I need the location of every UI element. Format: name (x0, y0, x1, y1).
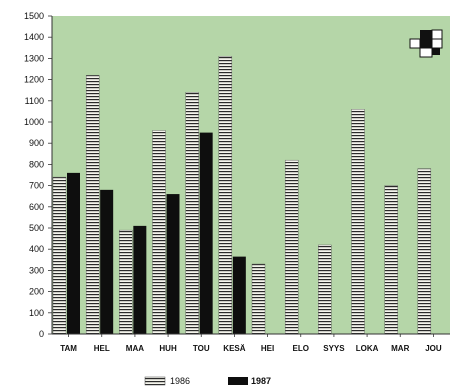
y-axis: 0 100 200 300 400 500 600 700 800 900 1000 1100 1200… (24, 11, 53, 339)
y-tick-label: 600 (29, 202, 44, 212)
bar-1987-MAA (133, 225, 147, 334)
bar-1986-HEL (85, 75, 100, 335)
bar-1987-TAM (67, 172, 80, 334)
x-tick-label: HEL (94, 344, 110, 353)
y-tick-label: 1000 (24, 117, 44, 127)
y-tick-label: 300 (29, 265, 44, 275)
legend-swatch-1986 (144, 376, 166, 386)
x-tick-label: JOU (425, 344, 442, 353)
bar-1986-TOU (185, 92, 199, 335)
logo-icon (409, 29, 443, 58)
x-tick-label: MAA (126, 344, 144, 353)
x-tick-label: HEI (261, 344, 274, 353)
y-tick-label: 800 (29, 159, 44, 169)
bar-1987-HUH (166, 194, 180, 334)
x-tick-label: KESÄ (223, 344, 245, 353)
y-tick-label: 700 (29, 181, 44, 191)
x-tick-label: TOU (193, 344, 210, 353)
legend: 1986 1987 (144, 376, 271, 386)
legend-swatch-1987 (228, 377, 248, 385)
bar-1987-TOU (199, 132, 213, 334)
bar-1986-MAR (384, 185, 398, 335)
x-tick-label: MAR (391, 344, 409, 353)
bar-1987-KESÄ (232, 256, 246, 334)
y-tick-label: 100 (29, 308, 44, 318)
y-tick-label: 1300 (24, 53, 44, 63)
plot-area (52, 16, 450, 334)
x-axis: TAM HEL MAA HUH TOU KESÄ HEI ELO SYYS LOKA MAR JOU (52, 333, 450, 353)
legend-label-1986: 1986 (170, 376, 190, 386)
y-tick-label: 0 (39, 329, 44, 339)
bar-1986-HUH (152, 130, 166, 335)
bar-1986-HEI (251, 263, 266, 335)
y-tick-label: 900 (29, 138, 44, 148)
bar-1986-JOU (417, 168, 432, 335)
x-tick-label: ELO (293, 344, 309, 353)
x-tick-label: SYYS (323, 344, 345, 353)
x-tick-label: HUH (159, 344, 177, 353)
legend-label-1987: 1987 (251, 376, 271, 386)
y-tick-label: 1100 (25, 96, 44, 106)
x-tick-label: LOKA (356, 344, 379, 353)
x-tick-label: TAM (60, 344, 77, 353)
y-tick-label: 1400 (24, 32, 44, 42)
y-tick-label: 200 (29, 287, 44, 297)
bar-1986-SYYS (318, 244, 332, 335)
bar-1986-ELO (284, 159, 299, 335)
bar-1986-LOKA (351, 109, 365, 335)
bar-1986-MAA (119, 229, 133, 335)
bar-1987-HEL (100, 189, 114, 334)
y-tick-label: 400 (29, 244, 44, 254)
y-tick-label: 1200 (24, 75, 44, 85)
bar-1986-KESÄ (218, 56, 233, 335)
y-tick-label: 500 (29, 223, 44, 233)
y-tick-label: 1500 (24, 11, 44, 21)
bar-1986-TAM (52, 176, 67, 335)
